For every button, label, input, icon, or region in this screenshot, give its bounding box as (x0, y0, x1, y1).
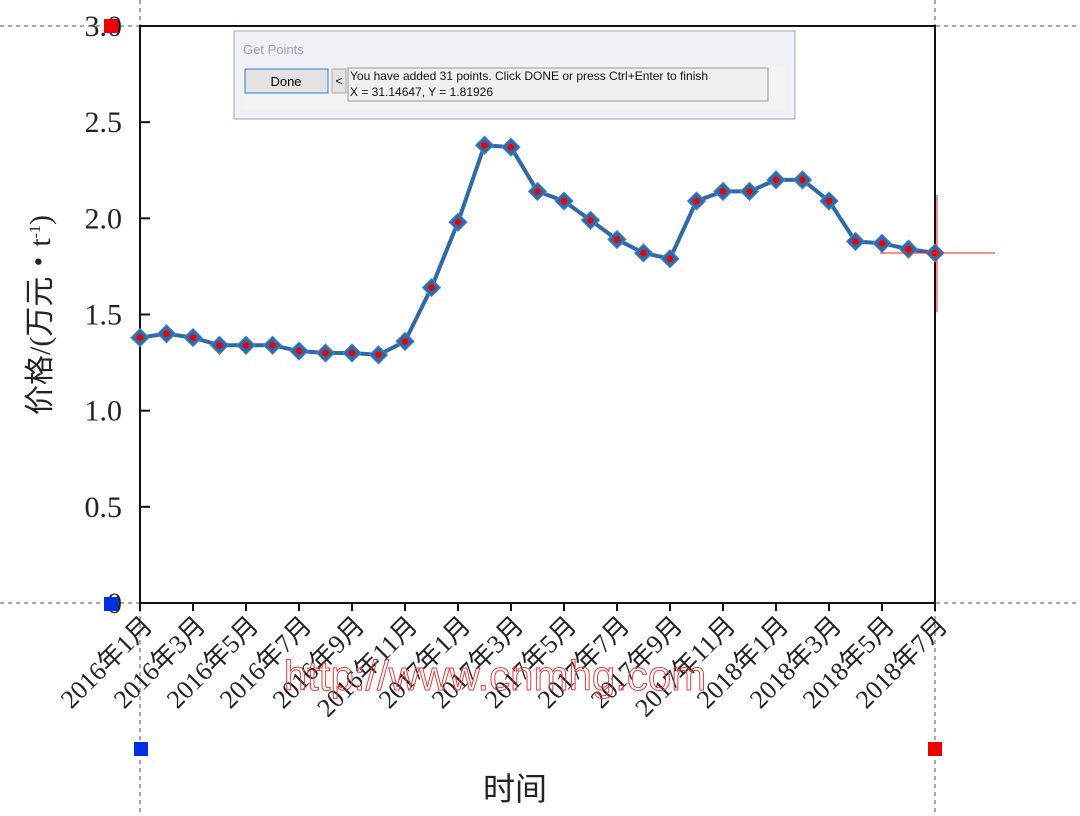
y-label-sup: -1 (27, 225, 44, 238)
point-dot (189, 334, 197, 341)
point-dot (825, 197, 833, 205)
point-dot (534, 188, 541, 195)
point-dot (772, 176, 780, 184)
point-dot (852, 238, 859, 245)
axis-point-marker (928, 742, 942, 756)
y-tick-label: 2.0 (85, 202, 123, 235)
point-dot (719, 188, 727, 195)
point-dot (799, 176, 806, 184)
point-dot (216, 342, 223, 349)
point-dot (507, 143, 515, 151)
point-dot (269, 342, 276, 349)
point-dot (322, 349, 329, 357)
collapse-button[interactable] (331, 68, 347, 94)
point-dot (560, 197, 568, 205)
point-dot (295, 347, 303, 355)
point-dot (375, 351, 382, 359)
point-dot (905, 245, 912, 253)
y-tick-label: 2.5 (85, 106, 123, 139)
point-dot (428, 284, 435, 291)
point-dot (401, 338, 409, 345)
point-dot (454, 218, 462, 226)
y-tick-label: 0.5 (85, 491, 123, 524)
axis-point-marker (134, 742, 148, 756)
get-points-dialog: Get Points Done < You have added 31 poin… (233, 30, 796, 120)
point-dot (242, 342, 250, 349)
dialog-message: You have added 31 points. Click DONE or … (350, 69, 708, 83)
y-tick-label: 1.5 (85, 299, 123, 332)
point-dot (136, 334, 144, 341)
y-label-main: 价格/(万元・t (24, 238, 57, 415)
point-dot (666, 255, 674, 262)
series-line (139, 143, 936, 357)
axis-point-marker (104, 19, 118, 33)
x-axis-label: 时间 (483, 771, 547, 807)
point-dot (348, 349, 356, 357)
point-dot (481, 142, 488, 149)
point-dot (640, 249, 647, 257)
watermark: http://www.cnmhg.com (284, 652, 706, 699)
dialog-title: Get Points (243, 42, 304, 57)
dialog-coords: X = 31.14647, Y = 1.81926 (350, 85, 493, 99)
y-axis-label: 价格/(万元・t-1) (24, 215, 57, 415)
message-box (347, 67, 769, 102)
y-label-end: ) (24, 215, 57, 225)
point-dot (587, 217, 594, 224)
point-dot (878, 240, 886, 247)
done-button[interactable] (244, 68, 329, 94)
point-dot (613, 236, 621, 243)
done-label[interactable]: Done (270, 74, 301, 89)
axis-point-marker (104, 597, 118, 611)
point-dot (163, 330, 170, 337)
collapse-label[interactable]: < (335, 74, 342, 88)
point-dot (746, 188, 753, 195)
point-dot (693, 197, 700, 205)
y-tick-label: 1.0 (85, 395, 123, 428)
